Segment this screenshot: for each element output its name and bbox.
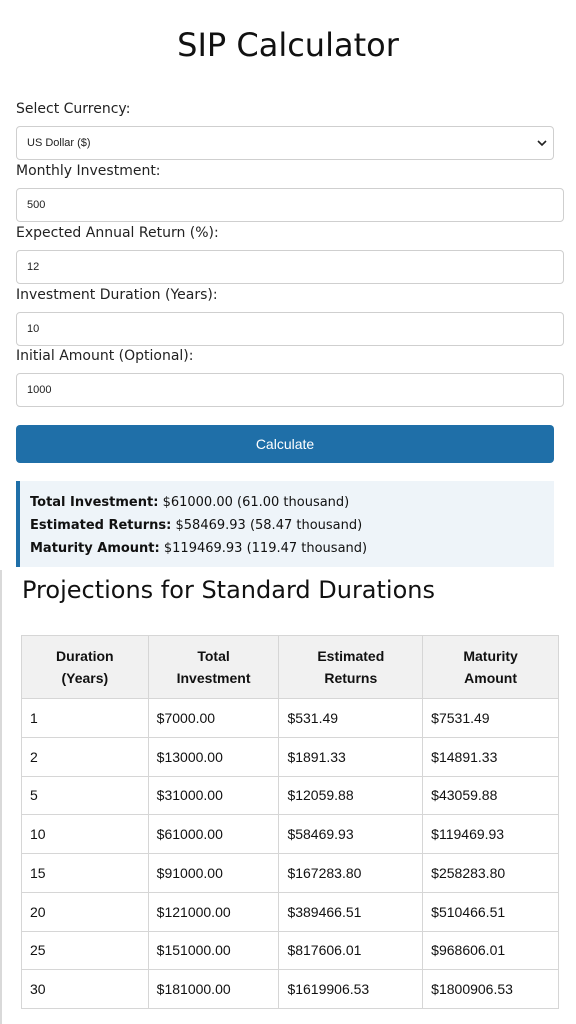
table-header-row: Duration (Years) Total Investment Estima… bbox=[21, 635, 559, 699]
cell-estimated-returns: $167283.80 bbox=[278, 853, 424, 893]
table-row: 20 $121000.00 $389466.51 $510466.51 bbox=[21, 891, 559, 932]
cell-estimated-returns: $1619906.53 bbox=[278, 969, 424, 1009]
left-divider bbox=[0, 570, 2, 1024]
cell-duration: 5 bbox=[21, 775, 149, 816]
cell-maturity-amount: $1800906.53 bbox=[422, 969, 559, 1009]
header-estimated-returns: Estimated Returns bbox=[278, 635, 424, 699]
header-total-investment: Total Investment bbox=[147, 635, 280, 699]
cell-estimated-returns: $389466.51 bbox=[278, 891, 424, 932]
table-row: 2 $13000.00 $1891.33 $14891.33 bbox=[21, 736, 559, 777]
cell-duration: 10 bbox=[21, 814, 149, 854]
annual-return-label: Expected Annual Return (%): bbox=[16, 225, 219, 241]
total-investment-result: Total Investment: $61000.00 (61.00 thous… bbox=[30, 491, 554, 514]
cell-estimated-returns: $817606.01 bbox=[278, 930, 424, 971]
initial-amount-label: Initial Amount (Optional): bbox=[16, 348, 194, 364]
cell-estimated-returns: $12059.88 bbox=[278, 775, 424, 816]
total-investment-result-label: Total Investment: bbox=[30, 495, 159, 510]
cell-maturity-amount: $7531.49 bbox=[422, 698, 559, 738]
table-row: 30 $181000.00 $1619906.53 $1800906.53 bbox=[21, 969, 559, 1009]
header-total-line2: Investment bbox=[176, 670, 251, 686]
cell-estimated-returns: $58469.93 bbox=[278, 814, 424, 854]
header-duration-line1: Duration bbox=[56, 648, 114, 664]
cell-duration: 15 bbox=[21, 853, 149, 893]
total-investment-result-value: $61000.00 (61.00 thousand) bbox=[162, 495, 350, 510]
estimated-returns-result-label: Estimated Returns: bbox=[30, 518, 172, 533]
cell-duration: 25 bbox=[21, 930, 149, 971]
estimated-returns-result: Estimated Returns: $58469.93 (58.47 thou… bbox=[30, 514, 554, 537]
header-duration: Duration (Years) bbox=[21, 635, 149, 699]
cell-duration: 30 bbox=[21, 969, 149, 1009]
estimated-returns-result-value: $58469.93 (58.47 thousand) bbox=[175, 518, 363, 533]
currency-select[interactable]: US Dollar ($) bbox=[16, 126, 554, 160]
cell-estimated-returns: $531.49 bbox=[278, 698, 424, 738]
table-row: 25 $151000.00 $817606.01 $968606.01 bbox=[21, 930, 559, 971]
cell-total-investment: $31000.00 bbox=[147, 775, 280, 816]
cell-maturity-amount: $968606.01 bbox=[422, 930, 559, 971]
results-box: Total Investment: $61000.00 (61.00 thous… bbox=[16, 481, 554, 567]
cell-duration: 20 bbox=[21, 891, 149, 932]
header-maturity-line1: Maturity bbox=[463, 648, 518, 664]
maturity-amount-result-value: $119469.93 (119.47 thousand) bbox=[163, 541, 368, 556]
table-row: 15 $91000.00 $167283.80 $258283.80 bbox=[21, 853, 559, 893]
cell-duration: 2 bbox=[21, 736, 149, 777]
cell-duration: 1 bbox=[21, 698, 149, 738]
duration-label: Investment Duration (Years): bbox=[16, 287, 218, 303]
header-duration-line2: (Years) bbox=[61, 670, 109, 686]
cell-total-investment: $181000.00 bbox=[147, 969, 280, 1009]
calculate-button[interactable]: Calculate bbox=[16, 425, 554, 463]
header-maturity-amount: Maturity Amount bbox=[422, 635, 559, 699]
cell-maturity-amount: $258283.80 bbox=[422, 853, 559, 893]
table-row: 10 $61000.00 $58469.93 $119469.93 bbox=[21, 814, 559, 854]
cell-total-investment: $7000.00 bbox=[147, 698, 280, 738]
table-row: 5 $31000.00 $12059.88 $43059.88 bbox=[21, 775, 559, 816]
cell-maturity-amount: $510466.51 bbox=[422, 891, 559, 932]
cell-total-investment: $151000.00 bbox=[147, 930, 280, 971]
header-estimated-line2: Returns bbox=[324, 670, 378, 686]
cell-maturity-amount: $43059.88 bbox=[422, 775, 559, 816]
initial-amount-input[interactable]: 1000 bbox=[16, 373, 564, 407]
header-total-line1: Total bbox=[197, 648, 230, 664]
cell-total-investment: $121000.00 bbox=[147, 891, 280, 932]
header-maturity-line2: Amount bbox=[464, 670, 518, 686]
cell-estimated-returns: $1891.33 bbox=[278, 736, 424, 777]
table-row: 1 $7000.00 $531.49 $7531.49 bbox=[21, 698, 559, 738]
maturity-amount-result: Maturity Amount: $119469.93 (119.47 thou… bbox=[30, 537, 554, 560]
page-title: SIP Calculator bbox=[177, 26, 399, 64]
currency-select-value: US Dollar ($) bbox=[27, 137, 91, 149]
cell-total-investment: $91000.00 bbox=[147, 853, 280, 893]
annual-return-input[interactable]: 12 bbox=[16, 250, 564, 284]
projections-table: Duration (Years) Total Investment Estima… bbox=[21, 635, 559, 1009]
cell-total-investment: $13000.00 bbox=[147, 736, 280, 777]
cell-maturity-amount: $119469.93 bbox=[422, 814, 559, 854]
monthly-investment-label: Monthly Investment: bbox=[16, 163, 161, 179]
monthly-investment-input[interactable]: 500 bbox=[16, 188, 564, 222]
header-estimated-line1: Estimated bbox=[317, 648, 385, 664]
maturity-amount-result-label: Maturity Amount: bbox=[30, 541, 160, 556]
duration-input[interactable]: 10 bbox=[16, 312, 564, 346]
cell-maturity-amount: $14891.33 bbox=[422, 736, 559, 777]
cell-total-investment: $61000.00 bbox=[147, 814, 280, 854]
chevron-down-icon bbox=[537, 140, 547, 147]
currency-label: Select Currency: bbox=[16, 101, 131, 117]
projections-title: Projections for Standard Durations bbox=[22, 576, 435, 604]
